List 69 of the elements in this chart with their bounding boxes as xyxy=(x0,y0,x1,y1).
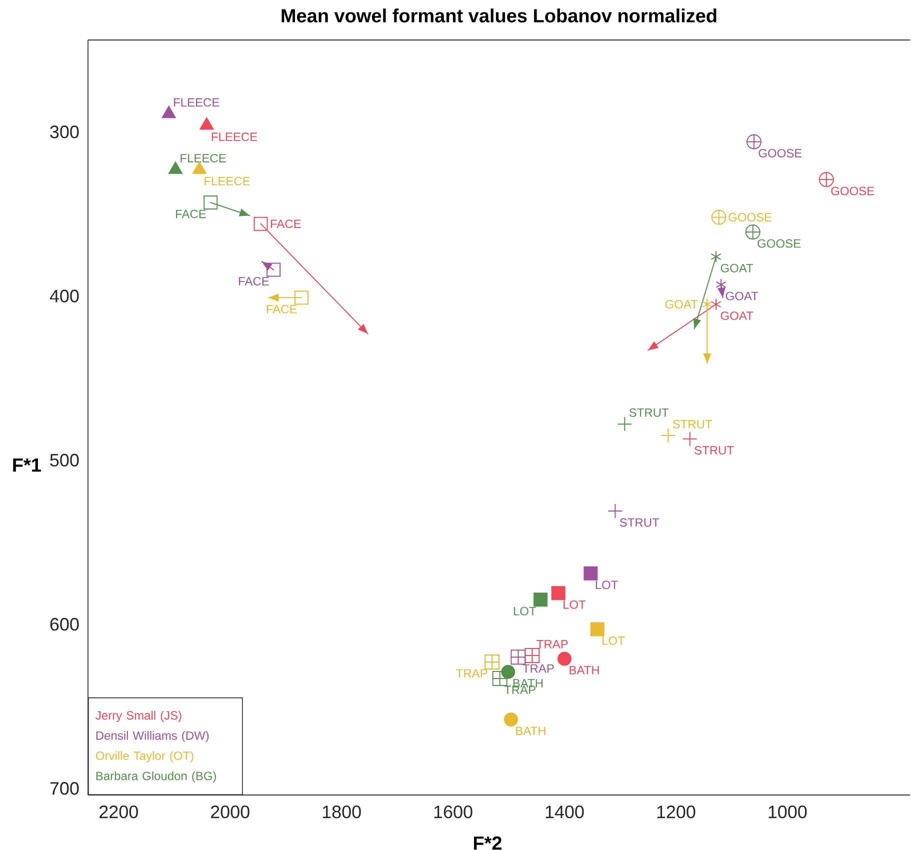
point xyxy=(590,622,604,636)
point xyxy=(584,566,598,580)
point xyxy=(484,654,500,670)
data-label: LOT xyxy=(514,606,536,616)
data-label: BATH xyxy=(516,726,546,735)
point xyxy=(294,290,308,305)
data-label: GOAT xyxy=(665,300,698,308)
point xyxy=(524,648,540,663)
point xyxy=(254,216,268,231)
data-label: TRAP xyxy=(456,669,488,678)
data-label: GOAT xyxy=(726,292,758,300)
text: Orville Taylor (OT) xyxy=(96,751,194,762)
x-axis-title: F*2 xyxy=(474,836,502,850)
data-label: FLEECE xyxy=(174,98,220,107)
x-tick-label: 1400 xyxy=(546,806,584,818)
data-label: GOOSE xyxy=(758,148,802,158)
data-label: GOOSE xyxy=(758,239,801,248)
y-tick-label: 500 xyxy=(50,454,79,467)
data-label: FACE xyxy=(270,220,301,228)
text: Barbara Gloudon (BG) xyxy=(96,771,216,783)
x-tick-label: 1200 xyxy=(657,806,696,818)
data-label: GOAT xyxy=(720,311,754,320)
data-label: BATH xyxy=(570,666,599,674)
data-label: STRUT xyxy=(629,408,669,417)
point xyxy=(504,712,518,726)
data-label: STRUT xyxy=(620,518,660,527)
x-tick-label: 2200 xyxy=(100,806,138,818)
data-label: FLEECE xyxy=(180,154,226,162)
data-label: FACE xyxy=(176,210,206,218)
y-tick-label: 300 xyxy=(50,126,79,138)
data-label: LOT xyxy=(602,636,625,645)
data-label: STRUT xyxy=(672,420,712,428)
x-tick-label: 1600 xyxy=(434,806,472,818)
point xyxy=(746,134,762,150)
point xyxy=(711,210,726,225)
data-label: FACE xyxy=(239,276,269,286)
x-tick-label: 1800 xyxy=(322,806,361,818)
point xyxy=(204,195,218,210)
data-label: FLEECE xyxy=(212,132,258,142)
data-label: TRAP xyxy=(536,640,568,648)
point xyxy=(501,664,516,679)
y-tick-label: 600 xyxy=(50,618,79,631)
y-tick-label: 700 xyxy=(50,782,79,795)
data-label: BATH xyxy=(513,679,543,688)
text: Jerry Small (JS) xyxy=(96,710,182,722)
point xyxy=(551,586,566,600)
y-axis-title: F*1 xyxy=(13,458,41,472)
data-label: FACE xyxy=(266,304,297,314)
point xyxy=(510,650,526,665)
data-label: LOT xyxy=(596,580,618,590)
point xyxy=(266,262,281,277)
data-label: GOOSE xyxy=(831,186,874,196)
text: Densil Williams (DW) xyxy=(96,731,209,742)
point xyxy=(492,670,508,686)
point xyxy=(745,224,760,240)
data-label: GOAT xyxy=(720,264,754,272)
data-label: TRAP xyxy=(504,686,536,694)
data-label: STRUT xyxy=(694,446,734,455)
y-tick-label: 400 xyxy=(50,290,79,302)
point xyxy=(534,592,548,607)
chart-title: Mean vowel formant values Lobanov normalized xyxy=(282,8,716,22)
data-label: GOOSE xyxy=(728,213,772,222)
point xyxy=(557,652,572,666)
x-tick-label: 2000 xyxy=(210,806,250,818)
data-label: TRAP xyxy=(522,664,554,673)
data-label: LOT xyxy=(564,600,586,609)
data-label: FLEECE xyxy=(204,176,250,186)
x-tick-label: 1000 xyxy=(768,806,807,818)
point xyxy=(818,172,834,188)
